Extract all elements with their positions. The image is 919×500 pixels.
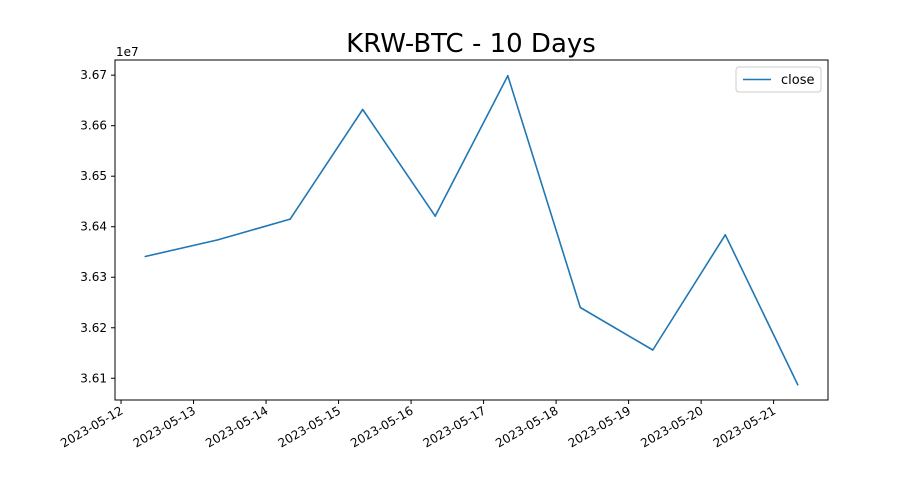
data-point [434,215,437,217]
y-tick-label: 3.66 [80,119,107,133]
y-tick-label: 3.64 [80,220,107,234]
chart-title: KRW-BTC - 10 Days [346,29,596,59]
data-point [724,234,727,236]
y-tick-label: 3.65 [80,169,107,183]
series-line-close [145,74,799,386]
plot-area [144,74,799,386]
legend: close [735,66,822,93]
y-tick-label: 3.63 [80,270,107,284]
y-tick-label: 3.61 [80,371,107,385]
data-point [797,384,799,386]
legend-box [735,66,822,93]
legend-label: close [781,73,814,88]
data-point [144,255,146,258]
y-offset-label: 1e7 [116,45,139,59]
data-point [579,306,582,309]
plot-frame [114,59,829,401]
data-point [216,239,219,241]
data-point [289,218,292,220]
data-point [507,74,509,77]
data-point [652,349,654,351]
y-tick-label: 3.67 [80,68,107,82]
data-point [361,108,364,111]
y-tick-label: 3.62 [80,321,107,335]
